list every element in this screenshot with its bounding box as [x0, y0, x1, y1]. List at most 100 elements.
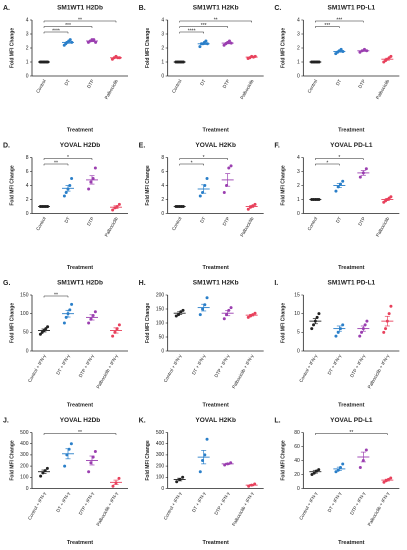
x-tick-label: DTP — [222, 216, 231, 226]
x-axis-label: Treatment — [67, 540, 93, 546]
y-tick-label: 2 — [297, 45, 300, 51]
data-point — [62, 194, 66, 198]
y-tick-label: 500 — [156, 430, 165, 436]
panel-title: SM1WT1 H2Db — [57, 5, 103, 12]
significance-bracket — [315, 158, 364, 160]
x-axis-label: Treatment — [67, 127, 93, 133]
y-axis-label: Fold MFI Change — [281, 440, 287, 480]
y-tick-label: 1 — [297, 197, 300, 203]
panel-title: SM1WT1 H2Kb — [193, 5, 239, 12]
data-point — [70, 302, 74, 306]
panel-label: A. — [3, 5, 10, 12]
x-axis-label: Treatment — [203, 402, 229, 408]
panel-title: YOVAL H2Db — [60, 142, 101, 149]
x-tick-label: DTP + IFN-γ — [213, 353, 230, 378]
data-point — [44, 327, 48, 331]
y-axis-label: Fold MFI Change — [145, 440, 151, 480]
y-axis-label: Fold MFI Change — [281, 28, 287, 68]
y-tick-label: 0 — [297, 486, 300, 492]
data-point — [389, 195, 393, 199]
significance-bracket — [43, 31, 69, 34]
x-tick-label: Control + IFN-γ — [298, 491, 318, 521]
x-tick-label: Palbociclib + IFN-γ — [367, 353, 391, 389]
y-tick-label: 4 — [297, 155, 300, 161]
data-point — [198, 45, 202, 49]
significance-bracket — [43, 20, 117, 23]
data-point — [387, 312, 391, 316]
x-tick-label: Control — [35, 79, 47, 94]
y-tick-label: 6 — [161, 169, 164, 175]
significance-bracket — [179, 31, 204, 34]
y-tick-label: 3 — [26, 31, 29, 37]
x-tick-label: Control — [307, 79, 319, 94]
y-tick-label: 4 — [26, 183, 29, 189]
x-tick-label: Control — [35, 216, 47, 231]
data-point — [222, 191, 226, 194]
panel-label: J. — [3, 417, 9, 424]
data-point — [317, 468, 321, 472]
panel-title: YOVAL PD-L1 — [330, 142, 373, 149]
y-tick-label: 200 — [156, 463, 165, 469]
data-point — [336, 330, 340, 334]
y-tick-label: 4 — [297, 17, 300, 23]
panel-label: C. — [274, 5, 281, 12]
y-tick-label: 200 — [156, 292, 165, 298]
significance-bracket — [179, 20, 252, 23]
x-tick-label: DTP + IFN-γ — [349, 353, 366, 378]
data-point — [341, 179, 345, 183]
data-point — [64, 315, 68, 319]
y-tick-label: 60 — [294, 444, 300, 450]
x-tick-label: DT + IFN-γ — [55, 353, 71, 376]
x-tick-label: DT — [335, 216, 342, 224]
data-point — [360, 330, 364, 334]
x-tick-label: DTP — [357, 79, 366, 89]
data-point — [64, 191, 68, 194]
data-point — [389, 476, 393, 480]
y-tick-label: 0 — [26, 73, 29, 79]
x-tick-label: Control + IFN-γ — [298, 353, 318, 383]
y-tick-label: 1 — [26, 59, 29, 65]
data-point — [68, 308, 72, 312]
x-tick-label: DT + IFN-γ — [55, 491, 71, 514]
x-tick-label: DTP — [86, 216, 95, 226]
significance-label: **** — [52, 28, 60, 34]
y-axis-label: Fold MFI Change — [9, 440, 15, 480]
data-point — [358, 175, 362, 179]
panel-title: YOVAL H2Kb — [195, 142, 236, 149]
data-point — [68, 38, 72, 42]
y-axis-label: Fold MFI Change — [281, 303, 287, 343]
x-tick-label: DTP — [357, 216, 366, 226]
panel-label: H. — [139, 280, 146, 287]
data-point — [246, 315, 250, 319]
y-tick-label: 0 — [297, 211, 300, 217]
panel: E. YOVAL H2Kb Fold MFI Change Treatment 0 2 4 6… — [139, 142, 264, 271]
panel: K. YOVAL H2Kb Fold MFI Change Treatment 0 100… — [139, 417, 264, 546]
significance-bracket — [315, 26, 340, 28]
x-tick-label: DTP — [86, 79, 95, 89]
data-point — [384, 327, 388, 331]
y-tick-label: 200 — [20, 463, 29, 469]
y-tick-label: 0 — [26, 211, 29, 217]
y-tick-label: 0 — [161, 211, 164, 217]
data-point — [111, 484, 115, 488]
data-point — [93, 450, 97, 454]
y-tick-label: 80 — [294, 430, 300, 436]
data-point — [203, 453, 207, 457]
x-tick-label: Palbociclib + IFN-γ — [95, 491, 119, 527]
x-tick-label: Control — [171, 216, 183, 231]
panel-label: F. — [274, 142, 280, 149]
data-point — [227, 166, 231, 170]
x-tick-label: Palbociclib — [239, 78, 255, 100]
y-tick-label: 3 — [297, 169, 300, 175]
x-tick-label: DTP + IFN-γ — [78, 491, 95, 516]
data-point — [358, 466, 362, 469]
data-point — [63, 464, 67, 468]
x-tick-label: DT — [335, 78, 342, 86]
significance-label: * — [67, 155, 69, 161]
x-tick-label: Control — [307, 216, 319, 231]
y-tick-label: 20 — [294, 472, 300, 478]
x-tick-label: Palbociclib + IFN-γ — [367, 491, 391, 527]
data-point — [364, 167, 368, 171]
y-tick-label: 4 — [26, 17, 29, 23]
